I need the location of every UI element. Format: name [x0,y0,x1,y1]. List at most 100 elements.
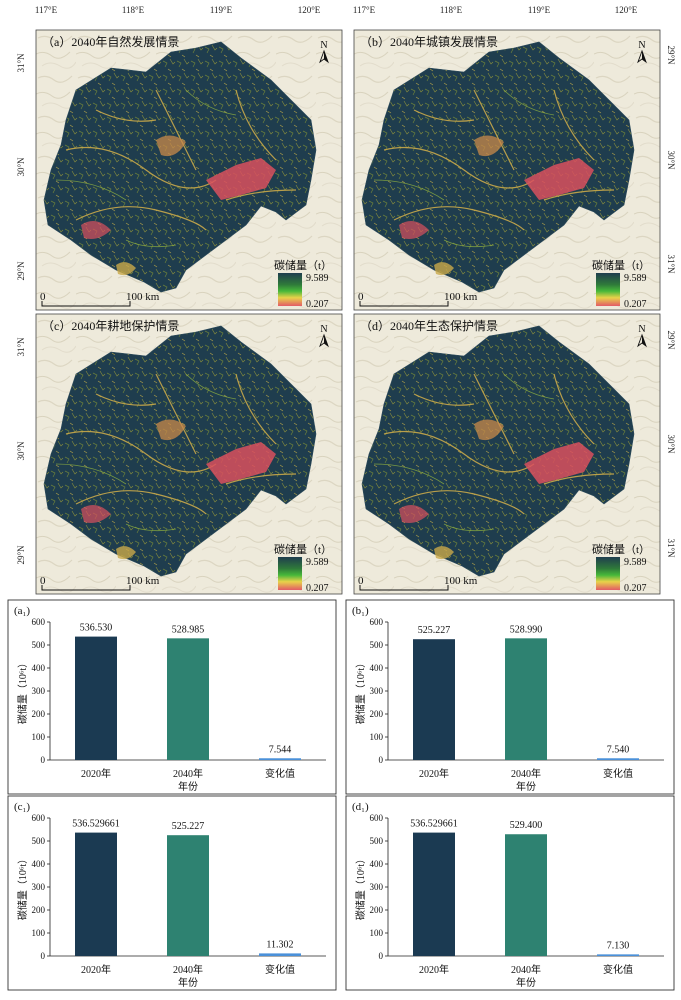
north-label: N [638,324,645,335]
bar-value-label: 529.400 [510,820,543,831]
legend-min: 0.207 [624,583,647,594]
y-tick-label: 500 [32,640,46,650]
panel-label: (a₁) [14,605,30,617]
legend-min: 0.207 [306,583,329,594]
y-tick-label: 500 [370,640,384,650]
lat-label: 31°N [666,254,676,274]
bar [167,835,209,956]
bar [597,954,639,956]
north-arrow-icon: N [319,324,329,348]
y-axis-label: 碳储量（10⁶t） [16,854,29,920]
scale-end: 100 km [126,575,160,587]
x-axis-label: 年份 [516,976,536,989]
x-tick-label: 2020年 [419,963,449,976]
lat-label: 29°N [16,261,26,281]
lon-label: 117°E [35,5,58,15]
bar-value-label: 525.227 [172,821,205,832]
x-tick-label: 变化值 [603,963,633,976]
left-latitude-labels: 31°N 30°N 29°N 31°N 30°N 29°N [16,53,26,565]
bar [413,832,455,956]
bar [259,758,301,760]
y-tick-label: 600 [32,813,46,823]
y-tick-label: 200 [32,905,46,915]
x-tick-label: 2040年 [173,963,203,976]
right-latitude-labels: 29°N 30°N 31°N 29°N 30°N 31°N [666,45,676,558]
y-tick-label: 200 [32,709,46,719]
legend-max: 9.589 [306,557,329,568]
legend-min: 0.207 [306,299,329,310]
north-label: N [638,40,645,51]
bar-value-label: 7.544 [269,744,292,755]
x-axis-label: 年份 [516,780,536,793]
map-title: （b）2040年城镇发展情景 [360,34,498,49]
lat-label: 30°N [666,150,676,170]
lon-label: 119°E [210,5,233,15]
x-tick-label: 2040年 [173,767,203,780]
bar-chart-panel: (d₁) 0 100 200 300 400 500 600 碳储量（10⁶t） 536.5296… [345,795,675,991]
x-tick-label: 变化值 [265,767,295,780]
top-longitude-labels: 117°E 118°E 119°E 120°E 117°E 118°E 119°… [35,5,638,15]
bar-chart-panel: (b₁) 0 100 200 300 400 500 600 碳储量（10⁶t） 525.227 2… [345,599,675,795]
lat-label: 29°N [16,545,26,565]
panel-label: (b₁) [352,605,369,617]
legend-title: 碳储量（t） [592,542,650,556]
legend-gradient [596,557,620,590]
x-tick-label: 2040年 [511,963,541,976]
y-tick-label: 100 [370,928,384,938]
y-tick-label: 400 [32,859,46,869]
y-tick-label: 400 [370,859,384,869]
x-tick-label: 2020年 [81,963,111,976]
map-panel: （a）2040年自然发展情景 N 碳储量（t）9.589 0.207 0 100 km [35,29,343,311]
lat-label: 29°N [666,330,676,350]
x-tick-label: 变化值 [603,767,633,780]
bar [75,832,117,956]
legend-gradient [278,273,302,306]
bar-value-label: 7.130 [607,940,630,951]
y-tick-label: 500 [32,836,46,846]
legend-min: 0.207 [624,299,647,310]
y-tick-label: 200 [370,709,384,719]
panel-label: (d₁) [352,801,369,813]
y-tick-label: 100 [32,732,46,742]
y-tick-label: 0 [379,951,384,961]
y-axis-label: 碳储量（10⁶t） [16,658,29,724]
legend-gradient [278,557,302,590]
bar-value-label: 528.990 [510,624,543,635]
y-tick-label: 500 [370,836,384,846]
bar-value-label: 11.302 [266,939,293,950]
bar-value-label: 528.985 [172,624,205,635]
y-tick-label: 600 [32,617,46,627]
map-panel: （c）2040年耕地保护情景 N 碳储量（t）9.589 0.207 0 100 km [35,313,343,595]
legend-max: 9.589 [624,557,647,568]
y-tick-label: 100 [32,928,46,938]
map-panel: （d）2040年生态保护情景 N 碳储量（t）9.589 0.207 0 100 km [353,313,661,595]
x-axis-label: 年份 [178,780,198,793]
scale-zero: 0 [358,575,364,587]
lat-label: 30°N [666,434,676,454]
legend: 碳储量（t）9.589 0.207 [592,542,650,594]
y-tick-label: 600 [370,617,384,627]
north-label: N [320,324,327,335]
y-tick-label: 600 [370,813,384,823]
bar [505,834,547,956]
scale-bar: 0 100 km [358,575,478,591]
north-arrow-icon: N [637,324,647,348]
scale-zero: 0 [40,291,46,303]
lat-label: 31°N [666,538,676,558]
bar-value-label: 525.227 [418,625,451,636]
scale-bar: 0 100 km [40,291,160,307]
legend: 碳储量（t）9.589 0.207 [274,258,332,310]
lon-label: 120°E [298,5,321,15]
lon-label: 118°E [122,5,145,15]
legend-gradient [596,273,620,306]
map-panel: （b）2040年城镇发展情景 N 碳储量（t）9.589 0.207 0 100 km [353,29,661,311]
y-tick-label: 300 [370,686,384,696]
lat-label: 30°N [16,441,26,461]
y-tick-label: 300 [32,686,46,696]
legend-title: 碳储量（t） [592,258,650,272]
bar [413,639,455,760]
scale-end: 100 km [444,575,478,587]
lat-label: 31°N [16,53,26,73]
bar [167,638,209,760]
